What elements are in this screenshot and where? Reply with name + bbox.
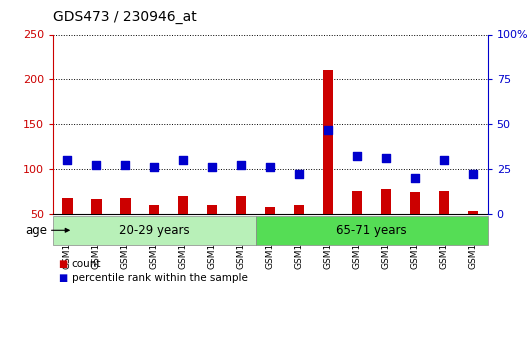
Text: age: age <box>25 224 48 237</box>
Text: GDS473 / 230946_at: GDS473 / 230946_at <box>53 10 197 24</box>
Point <box>237 163 245 168</box>
Point <box>469 172 478 177</box>
Text: 65-71 years: 65-71 years <box>337 224 407 237</box>
Text: ■: ■ <box>58 259 67 269</box>
Point <box>411 175 419 181</box>
Bar <box>323 70 333 214</box>
Point <box>208 165 217 170</box>
Bar <box>63 198 73 214</box>
Text: count: count <box>72 259 101 269</box>
Bar <box>120 198 130 214</box>
Point <box>92 163 101 168</box>
Point <box>150 165 158 170</box>
Point <box>121 163 130 168</box>
Point <box>440 157 448 163</box>
Point <box>353 154 361 159</box>
Bar <box>149 205 160 214</box>
Bar <box>236 196 246 214</box>
Bar <box>178 196 189 214</box>
Point <box>179 157 188 163</box>
Bar <box>207 205 217 214</box>
Text: ■: ■ <box>58 273 67 283</box>
Bar <box>352 191 363 214</box>
Bar <box>265 207 276 214</box>
Point <box>382 156 391 161</box>
Bar <box>91 199 102 214</box>
Text: percentile rank within the sample: percentile rank within the sample <box>72 273 248 283</box>
Bar <box>439 191 449 214</box>
Bar <box>381 189 391 214</box>
Point <box>295 172 304 177</box>
Point <box>266 165 275 170</box>
Text: 20-29 years: 20-29 years <box>119 224 190 237</box>
Bar <box>410 193 420 214</box>
Point <box>324 127 332 132</box>
Bar <box>294 205 304 214</box>
Bar <box>468 211 478 214</box>
Point <box>63 157 72 163</box>
